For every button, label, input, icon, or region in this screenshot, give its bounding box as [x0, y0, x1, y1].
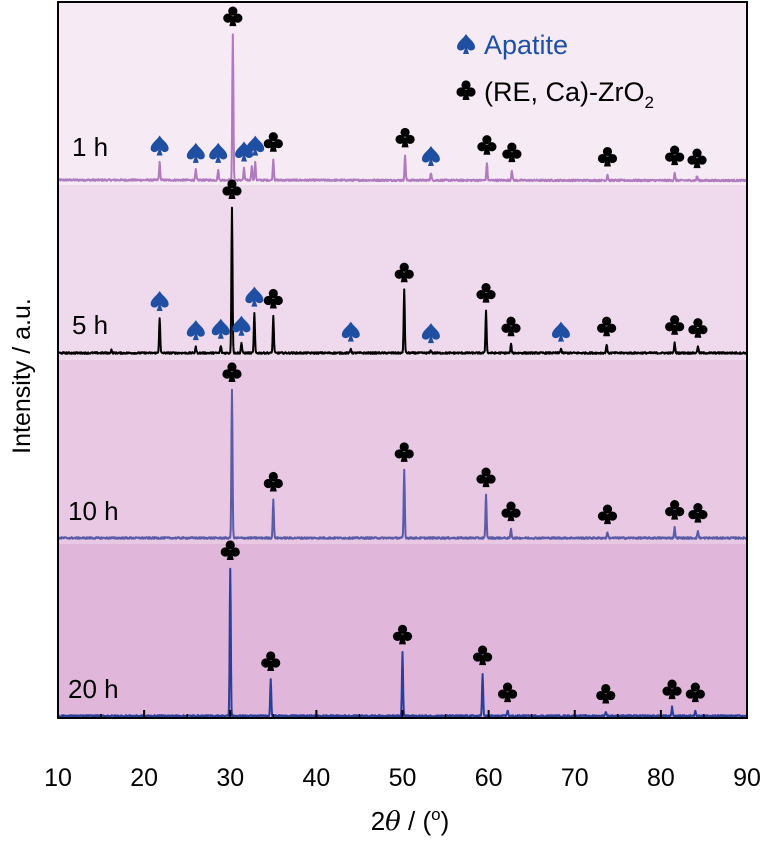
x-tick-label: 30	[216, 764, 244, 792]
legend-label-zro2-sub: 2	[644, 93, 653, 112]
x-axis-label-unit: o	[431, 805, 440, 824]
spade-icon	[150, 135, 169, 156]
club-icon	[222, 362, 242, 382]
series-line	[58, 567, 747, 718]
club-icon	[685, 682, 705, 703]
club-icon	[501, 316, 521, 337]
x-axis-label-symbol: θ	[385, 807, 401, 837]
x-axis-label-prefix: 2	[371, 806, 385, 836]
club-icon	[394, 262, 414, 283]
spade-icon	[421, 145, 440, 166]
x-axis-label-close: )	[441, 806, 450, 836]
series-label: 5 h	[72, 310, 108, 340]
legend-spade-icon	[457, 34, 475, 54]
club-icon	[476, 283, 496, 303]
x-tick-label: 40	[302, 764, 330, 792]
club-icon	[597, 146, 618, 167]
club-icon	[395, 127, 415, 148]
legend-entry-apatite: Apatite	[457, 30, 568, 60]
spade-icon	[209, 142, 228, 163]
spade-icon	[186, 320, 205, 341]
club-icon	[597, 504, 618, 525]
series-label: 10 h	[68, 496, 119, 526]
peak-markers	[150, 6, 708, 704]
spade-icon	[211, 318, 230, 339]
x-axis: 10 20 30 40 50 60 70 80 90	[44, 710, 761, 792]
club-icon	[263, 132, 283, 152]
club-icon	[665, 315, 685, 335]
spade-icon	[235, 141, 254, 162]
legend-label-apatite: Apatite	[484, 30, 568, 60]
club-icon	[261, 651, 281, 671]
x-tick-label: 90	[733, 764, 761, 792]
club-icon	[263, 288, 283, 309]
club-icon	[665, 145, 685, 166]
legend-label-zro2-main: (RE, Ca)-ZrO	[484, 77, 644, 107]
y-axis-label: Intensity / a.u.	[8, 298, 36, 454]
spade-icon	[246, 135, 265, 156]
x-tick-label: 50	[389, 764, 417, 792]
traces	[58, 33, 747, 718]
club-icon	[662, 679, 682, 700]
legend-club-icon	[456, 80, 476, 100]
x-tick-label: 10	[44, 764, 72, 792]
club-icon	[223, 6, 243, 27]
club-icon	[597, 316, 617, 337]
club-icon	[476, 467, 496, 488]
spade-icon	[186, 142, 205, 163]
club-icon	[263, 471, 283, 492]
club-icon	[596, 683, 616, 704]
background-band	[58, 2, 747, 185]
x-tick-label: 60	[475, 764, 503, 792]
club-icon	[394, 442, 414, 462]
club-icon	[392, 624, 413, 645]
series-line	[58, 206, 747, 355]
club-icon	[501, 501, 521, 522]
club-icon	[665, 500, 685, 520]
x-axis-label: 2θ / (o)	[371, 805, 450, 837]
club-icon	[688, 502, 708, 523]
x-tick-label: 70	[561, 764, 589, 792]
spade-icon	[245, 286, 264, 307]
club-icon	[497, 682, 518, 703]
legend-label-zro2: (RE, Ca)-ZrO2	[484, 77, 654, 112]
club-icon	[477, 135, 497, 155]
spade-icon	[421, 323, 440, 344]
series-labels: 1 h 5 h 10 h 20 h	[68, 132, 119, 704]
club-icon	[220, 540, 240, 560]
spade-icon	[551, 321, 570, 342]
series-label: 20 h	[68, 674, 119, 704]
spade-icon	[150, 290, 169, 311]
club-icon	[687, 148, 707, 169]
club-icon	[502, 142, 522, 163]
series-line	[58, 388, 747, 540]
club-icon	[688, 318, 708, 338]
x-tick-label: 80	[647, 764, 675, 792]
series-label: 1 h	[72, 132, 108, 162]
club-icon	[222, 179, 242, 199]
series-line	[58, 33, 747, 183]
x-axis-label-suffix: / (	[401, 806, 432, 836]
spade-icon	[341, 321, 360, 342]
x-tick-label: 20	[130, 764, 158, 792]
legend-entry-zro2: (RE, Ca)-ZrO2	[456, 77, 654, 112]
legend: Apatite (RE, Ca)-ZrO2	[456, 30, 654, 112]
club-icon	[472, 645, 493, 666]
spade-icon	[232, 315, 251, 336]
